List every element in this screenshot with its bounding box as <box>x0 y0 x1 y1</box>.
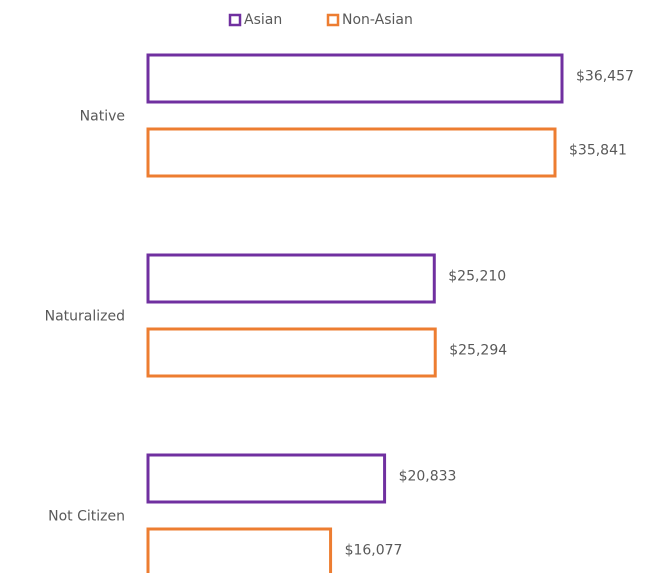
data-label: $20,833 <box>399 469 457 485</box>
legend-swatch <box>228 13 242 27</box>
legend-label: Asian <box>244 12 282 28</box>
category-label: Naturalized <box>45 309 125 325</box>
data-label: $16,077 <box>345 543 403 559</box>
bar <box>146 327 437 378</box>
bar <box>146 453 387 504</box>
bar <box>146 527 333 573</box>
data-label: $35,841 <box>569 143 627 159</box>
data-label: $25,210 <box>448 269 506 285</box>
category-label: Native <box>80 109 125 125</box>
data-label: $36,457 <box>576 69 634 85</box>
bar <box>146 53 564 104</box>
data-label: $25,294 <box>449 343 507 359</box>
bar <box>146 253 436 304</box>
category-label: Not Citizen <box>48 509 125 525</box>
legend-swatch <box>326 13 340 27</box>
bar <box>146 127 557 178</box>
legend-label: Non-Asian <box>342 12 413 28</box>
